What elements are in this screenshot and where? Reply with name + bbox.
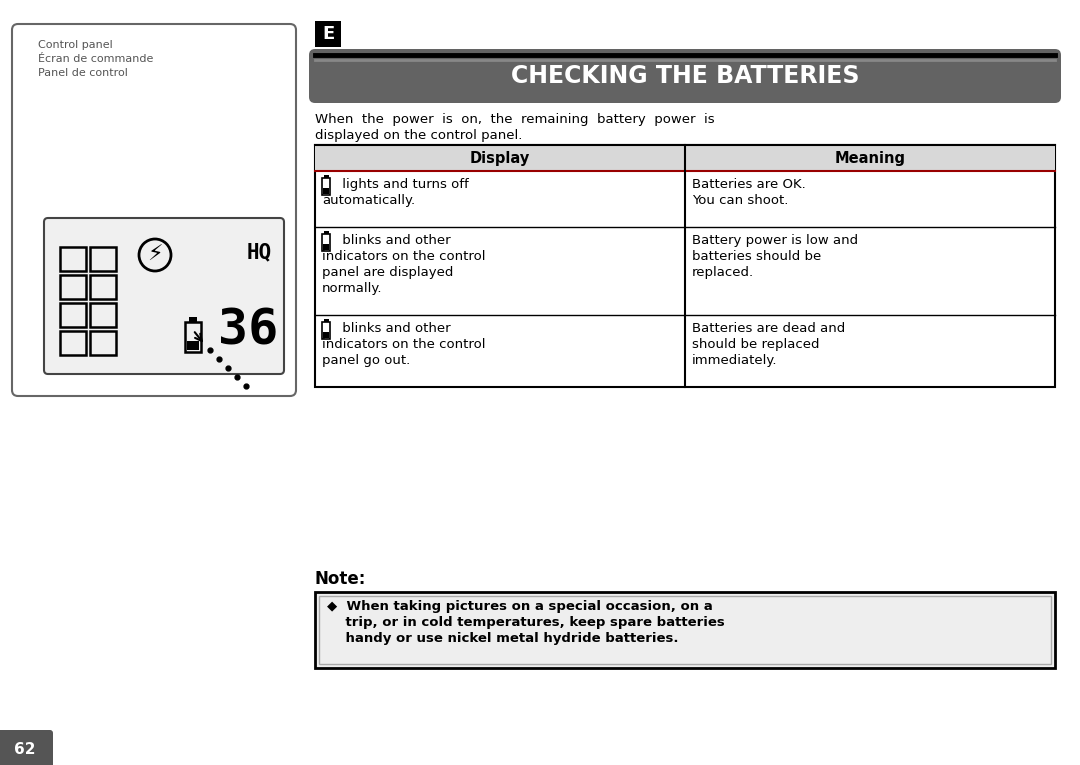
Bar <box>185 322 201 352</box>
Text: immediately.: immediately. <box>692 354 778 367</box>
Bar <box>324 319 328 322</box>
Text: ◆  When taking pictures on a special occasion, on a: ◆ When taking pictures on a special occa… <box>327 600 713 613</box>
Text: lights and turns off: lights and turns off <box>338 178 469 191</box>
Text: Batteries are OK.: Batteries are OK. <box>692 178 806 191</box>
Text: blinks and other: blinks and other <box>338 234 450 247</box>
Text: Note:: Note: <box>315 570 366 588</box>
Text: When  the  power  is  on,  the  remaining  battery  power  is: When the power is on, the remaining batt… <box>315 113 715 126</box>
Text: automatically.: automatically. <box>322 194 415 207</box>
Text: Battery power is low and: Battery power is low and <box>692 234 859 247</box>
Bar <box>324 175 328 178</box>
Text: 36: 36 <box>218 306 279 354</box>
Bar <box>323 332 329 337</box>
FancyBboxPatch shape <box>12 24 296 396</box>
Text: should be replaced: should be replaced <box>692 338 820 351</box>
Text: indicators on the control: indicators on the control <box>322 250 486 263</box>
Text: Display: Display <box>470 151 530 165</box>
Text: Batteries are dead and: Batteries are dead and <box>692 322 846 335</box>
FancyBboxPatch shape <box>44 218 284 374</box>
Text: You can shoot.: You can shoot. <box>692 194 788 207</box>
Bar <box>60 331 86 355</box>
Text: E: E <box>322 25 334 43</box>
Bar <box>60 247 86 271</box>
Bar <box>315 145 1055 171</box>
Text: panel go out.: panel go out. <box>322 354 410 367</box>
Text: Panel de control: Panel de control <box>38 68 127 78</box>
Text: CHECKING THE BATTERIES: CHECKING THE BATTERIES <box>511 64 860 88</box>
Bar <box>90 247 116 271</box>
Bar <box>322 322 330 338</box>
Text: trip, or in cold temperatures, keep spare batteries: trip, or in cold temperatures, keep spar… <box>327 616 725 629</box>
FancyBboxPatch shape <box>309 49 1061 103</box>
Bar <box>322 234 330 250</box>
Bar <box>315 21 341 47</box>
Bar <box>324 231 328 234</box>
Bar <box>187 341 199 350</box>
Bar <box>90 303 116 327</box>
Text: indicators on the control: indicators on the control <box>322 338 486 351</box>
Bar <box>60 303 86 327</box>
Text: ⚡: ⚡ <box>147 245 163 265</box>
Text: Écran de commande: Écran de commande <box>38 54 153 64</box>
Bar <box>189 317 197 322</box>
Bar <box>90 331 116 355</box>
Text: blinks and other: blinks and other <box>338 322 450 335</box>
Bar <box>319 596 1051 664</box>
Text: normally.: normally. <box>322 282 382 295</box>
Bar <box>323 244 329 249</box>
FancyBboxPatch shape <box>0 730 53 765</box>
Bar <box>315 592 1055 668</box>
Text: handy or use nickel metal hydride batteries.: handy or use nickel metal hydride batter… <box>327 632 678 645</box>
Bar <box>323 187 329 194</box>
Text: displayed on the control panel.: displayed on the control panel. <box>315 129 523 142</box>
Text: Control panel: Control panel <box>38 40 112 50</box>
Bar <box>60 275 86 299</box>
Bar <box>322 178 330 194</box>
Text: HQ: HQ <box>246 242 272 262</box>
Bar <box>315 145 1055 387</box>
Text: 62: 62 <box>14 741 36 757</box>
Text: batteries should be: batteries should be <box>692 250 821 263</box>
Text: Meaning: Meaning <box>835 151 905 165</box>
Text: replaced.: replaced. <box>692 266 754 279</box>
Text: panel are displayed: panel are displayed <box>322 266 454 279</box>
Bar <box>90 275 116 299</box>
